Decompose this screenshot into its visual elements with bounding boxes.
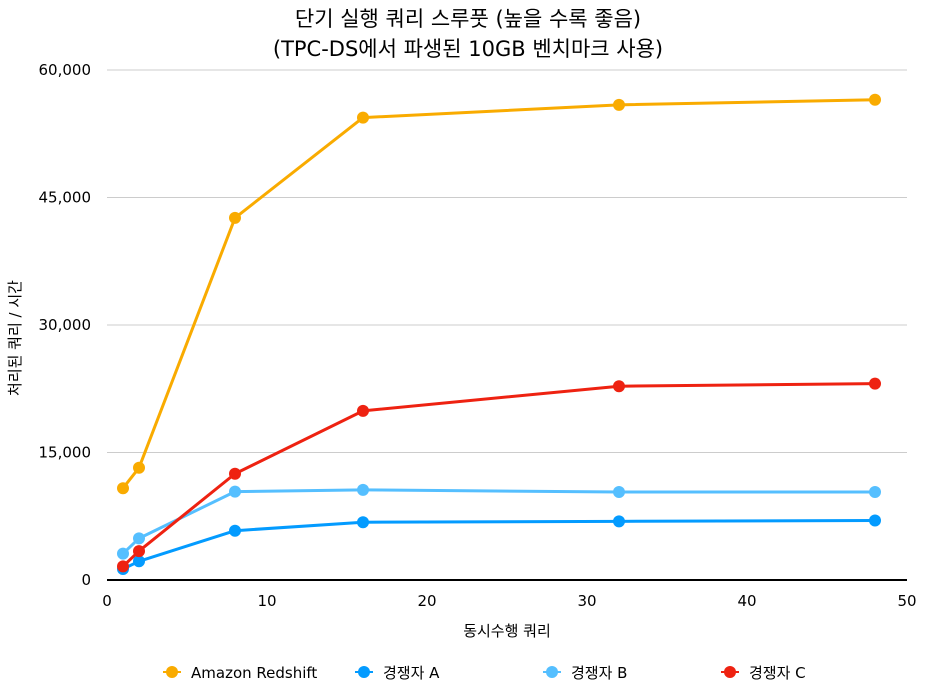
data-point (357, 516, 369, 529)
x-tick-label: 50 (897, 592, 916, 610)
legend-label: Amazon Redshift (191, 664, 317, 682)
data-point (133, 461, 145, 474)
legend-item: Amazon Redshift (163, 664, 317, 682)
x-tick-label: 20 (417, 592, 436, 610)
y-tick-label: 0 (81, 571, 91, 589)
y-tick-label: 45,000 (39, 189, 92, 207)
data-point (133, 532, 145, 545)
x-tick-label: 0 (102, 592, 112, 610)
data-point (869, 514, 881, 527)
data-point (117, 482, 129, 495)
y-tick-label: 30,000 (39, 316, 92, 334)
data-point (613, 98, 625, 111)
chart-subtitle: (TPC-DS에서 파생된 10GB 벤치마크 사용) (273, 37, 663, 61)
series-2 (117, 483, 881, 560)
data-point (133, 555, 145, 568)
legend-marker (724, 666, 736, 678)
legend-label: 경쟁자 B (571, 664, 627, 682)
data-point (357, 404, 369, 417)
legend-label: 경쟁자 A (383, 664, 440, 682)
x-tick-label: 40 (737, 592, 756, 610)
legend-marker (166, 666, 178, 678)
data-point (869, 93, 881, 106)
legend-marker (546, 666, 558, 678)
data-point (613, 486, 625, 499)
y-tick-label: 15,000 (39, 444, 92, 462)
data-point (117, 547, 129, 560)
y-axis-label: 처리된 쿼리 / 시간 (6, 280, 24, 396)
data-point (229, 485, 241, 498)
data-point (869, 377, 881, 390)
series-line (121, 98, 876, 490)
data-point (613, 515, 625, 528)
data-point (357, 111, 369, 124)
series-1 (117, 514, 881, 575)
legend-item: 경쟁자 B (543, 664, 627, 682)
data-point (357, 483, 369, 496)
legend-label: 경쟁자 C (749, 664, 806, 682)
data-point (613, 380, 625, 393)
legend-marker (358, 666, 370, 678)
data-point (229, 467, 241, 480)
x-tick-label: 10 (257, 592, 276, 610)
chart-title: 단기 실행 쿼리 스루풋 (높을 수록 좋음) (295, 7, 641, 31)
legend-item: 경쟁자 A (355, 664, 440, 682)
data-point (229, 211, 241, 224)
legend-item: 경쟁자 C (721, 664, 806, 682)
data-point (117, 560, 129, 573)
x-axis-label: 동시수행 쿼리 (463, 622, 551, 640)
data-point (229, 524, 241, 537)
data-point (869, 486, 881, 499)
series-0 (117, 93, 881, 495)
x-tick-label: 30 (577, 592, 596, 610)
y-tick-label: 60,000 (39, 61, 92, 79)
series-3 (117, 377, 881, 573)
data-point (133, 545, 145, 558)
